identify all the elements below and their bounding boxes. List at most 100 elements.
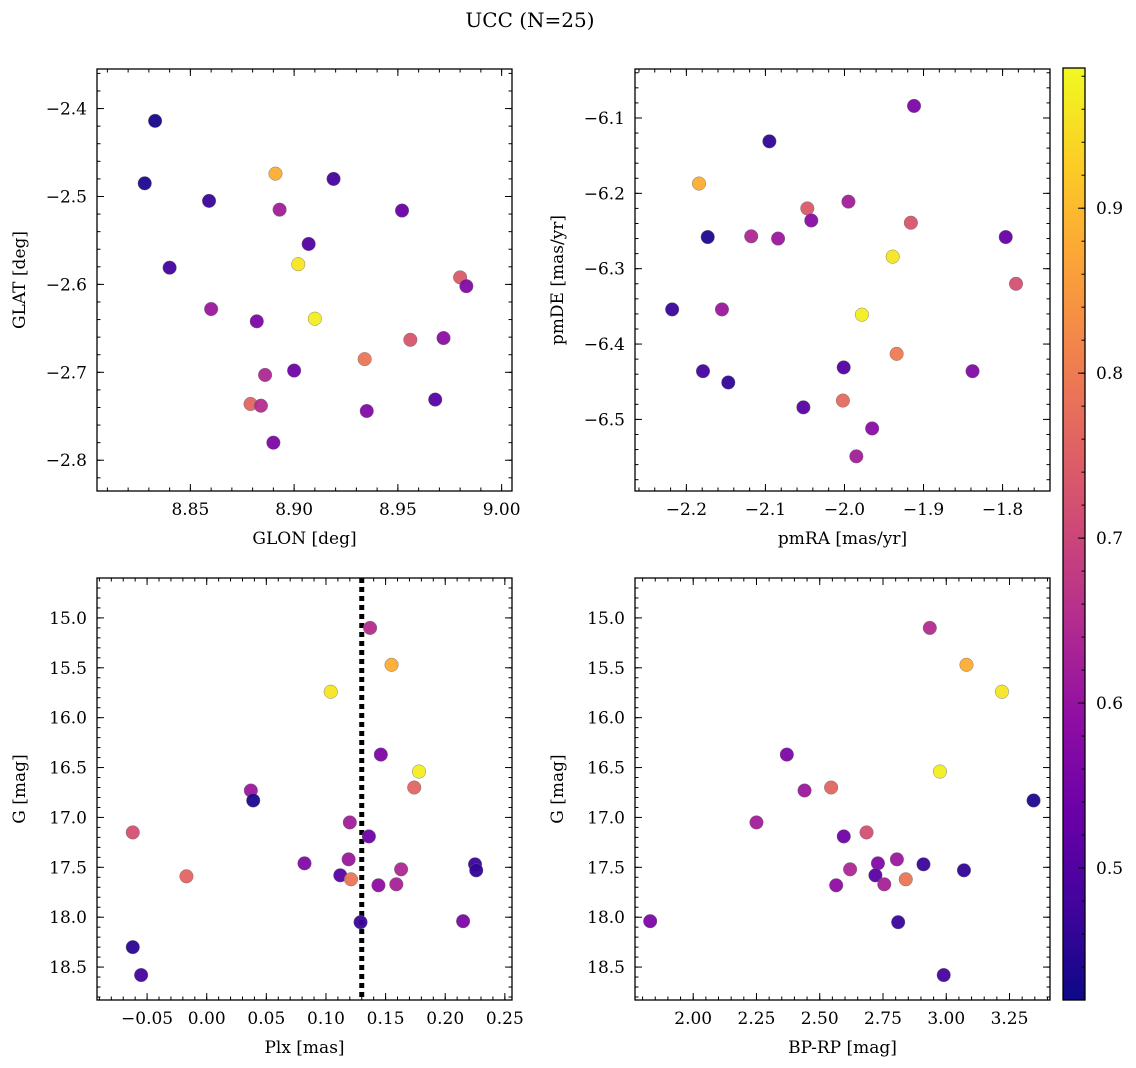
data-point [907,98,922,113]
data-point [389,877,404,892]
data-point [849,449,864,464]
colorbar-tick-label: 0.5 [1096,859,1123,879]
y-tick-label: 15.0 [49,609,87,629]
x-tick-label: 8.95 [379,500,417,520]
data-point [363,620,378,635]
data-point [403,332,418,347]
y-axis-label: pmDE [mas/yr] [548,215,568,345]
data-point [357,352,372,367]
y-axis-label: G [mag] [10,754,30,823]
data-point [836,829,851,844]
data-point [361,829,376,844]
data-point [836,360,851,375]
y-tick-label: 18.5 [49,958,87,978]
data-point [1009,276,1024,291]
data-point [804,213,819,228]
data-point [411,764,426,779]
data-point [885,249,900,264]
suptitle: UCC (N=25) [465,8,594,32]
y-tick-label: 15.0 [587,609,625,629]
data-point [249,314,264,329]
data-point [714,302,729,317]
data-point [870,856,885,871]
data-point [700,230,715,245]
data-point [307,311,322,326]
colorbar-tick-label: 0.8 [1096,364,1123,384]
y-tick-label: −6.4 [584,335,625,355]
data-point [272,202,287,217]
data-point [643,914,658,929]
data-point [436,331,451,346]
colorbar-tick-label: 0.6 [1096,694,1123,714]
data-point [889,852,904,867]
data-point [771,231,786,246]
y-axis-label: GLAT [deg] [10,231,30,329]
data-point [359,403,374,418]
panel-plx-g: −0.05 0.00 0.05 0.10 0.15 0.20 0.25 15.0 15.5 16.… [10,577,524,1058]
data-point [859,825,874,840]
data-point [373,747,388,762]
x-tick-label: −2.1 [745,500,786,520]
y-tick-label: 17.5 [587,858,625,878]
data-point [253,398,268,413]
data-point [891,915,906,930]
data-point [148,113,163,128]
data-point [824,780,839,795]
data-point [428,392,443,407]
y-tick-label: 18.5 [587,958,625,978]
data-point [266,435,281,450]
y-tick-label: 16.5 [587,759,625,779]
data-point [762,134,777,149]
colorbar: 0.5 0.6 0.7 0.8 0.9 [1062,67,1123,1001]
data-point [204,302,219,317]
data-point [889,346,904,361]
y-tick-label: 18.0 [587,908,625,928]
data-point [323,684,338,699]
data-point [835,393,850,408]
data-point [843,862,858,877]
colorbar-frame [1062,67,1086,1001]
data-point [134,968,149,983]
data-point [246,793,261,808]
data-point [936,968,951,983]
data-point [797,783,812,798]
data-point [456,914,471,929]
data-point [469,863,484,878]
data-point [342,815,357,830]
x-tick-label: 0.00 [188,1009,226,1029]
data-point [898,872,913,887]
x-tick-label: 8.90 [275,500,313,520]
y-tick-label: −6.5 [584,410,625,430]
y-axis-label: G [mag] [548,754,568,823]
data-point [291,257,306,272]
data-point [796,400,811,415]
data-point [395,203,410,218]
data-point [998,230,1013,245]
x-tick-label: −0.05 [121,1009,173,1029]
data-point [965,364,980,379]
x-tick-label: 9.00 [483,500,521,520]
x-tick-label: 2.00 [674,1009,712,1029]
y-tick-label: 17.0 [49,808,87,828]
data-point [344,872,359,887]
data-point [353,915,368,930]
axes-frame [96,68,513,492]
x-tick-label: 3.25 [991,1009,1029,1029]
y-tick-label: 16.0 [587,709,625,729]
data-point [932,764,947,779]
data-point [371,878,386,893]
data-point [341,852,356,867]
x-tick-label: 2.50 [801,1009,839,1029]
x-tick-label: 0.15 [367,1009,405,1029]
y-tick-label: 16.0 [49,709,87,729]
data-point [779,747,794,762]
y-tick-label: −2.8 [46,451,87,471]
data-point [179,869,194,884]
x-tick-label: −1.9 [903,500,944,520]
x-tick-label: −1.8 [982,500,1023,520]
x-axis-label: BP-RP [mag] [788,1038,897,1058]
data-point [959,657,974,672]
data-point [665,302,680,317]
data-point [297,856,312,871]
y-tick-label: −6.1 [584,109,625,129]
